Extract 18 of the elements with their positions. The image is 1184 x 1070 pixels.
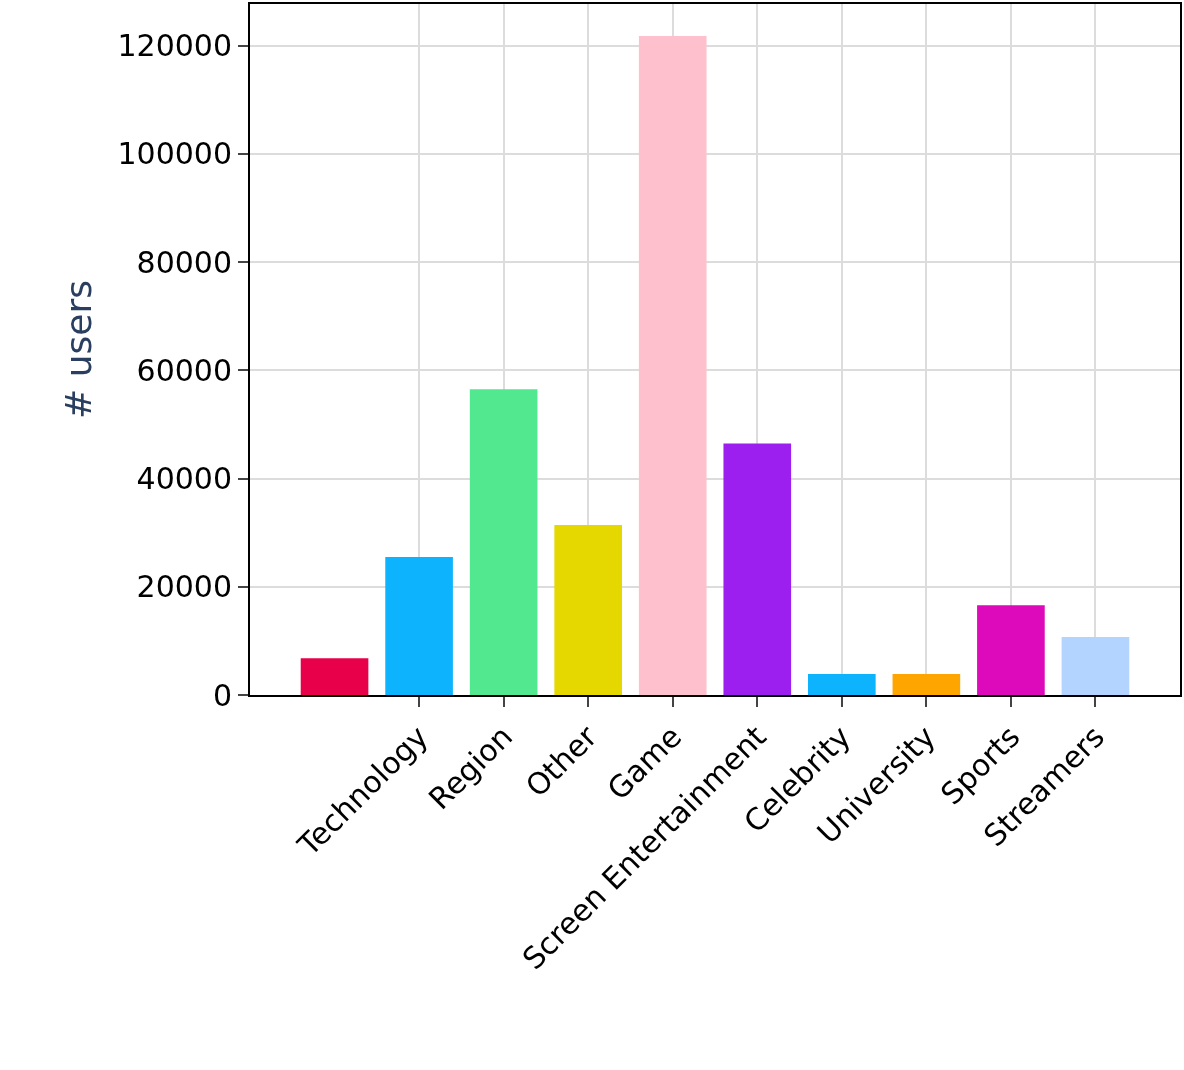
y-axis-title: # users xyxy=(57,280,99,419)
y-tick-label: 60000 xyxy=(136,352,232,388)
y-tick-label: 0 xyxy=(212,677,232,713)
y-tick-label: 40000 xyxy=(136,461,232,497)
bar xyxy=(554,525,622,695)
y-tick-label: 120000 xyxy=(117,28,232,64)
bar xyxy=(892,673,961,695)
bar xyxy=(1061,637,1130,695)
bar xyxy=(808,673,876,695)
y-tick-label: 100000 xyxy=(117,136,232,172)
y-tick-label: 80000 xyxy=(136,244,232,280)
bar xyxy=(385,557,453,695)
bar xyxy=(469,389,538,695)
bar xyxy=(977,605,1045,695)
y-tick-label: 20000 xyxy=(136,569,232,605)
bar xyxy=(723,443,792,695)
bar xyxy=(300,658,369,695)
bar xyxy=(638,35,707,695)
